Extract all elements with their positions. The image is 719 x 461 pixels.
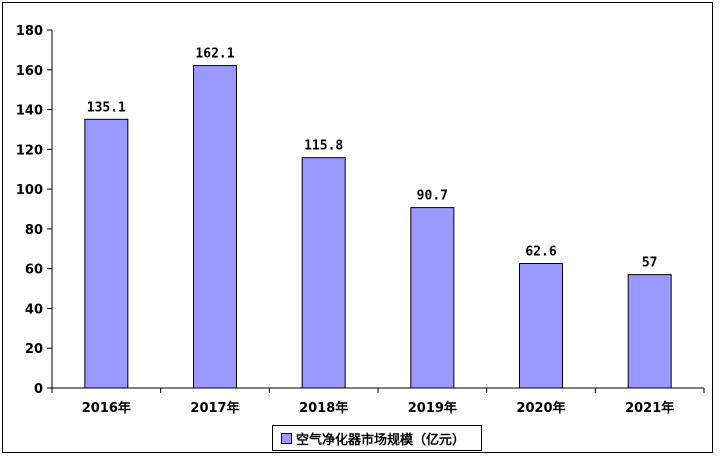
y-tick-label: 80 xyxy=(25,223,43,238)
x-tick-label: 2019年 xyxy=(408,400,457,416)
y-tick-label: 120 xyxy=(16,143,43,158)
legend: 空气净化器市场规模（亿元） xyxy=(272,425,482,451)
data-label: 115.8 xyxy=(304,139,343,154)
bar xyxy=(301,157,346,389)
data-label: 57 xyxy=(642,256,658,271)
y-tick-label: 60 xyxy=(25,263,43,278)
data-label: 62.6 xyxy=(525,244,556,259)
bar xyxy=(410,207,455,389)
bar xyxy=(84,118,129,389)
y-tick-label: 140 xyxy=(16,104,43,119)
y-tick-label: 0 xyxy=(34,382,43,397)
legend-swatch xyxy=(281,432,292,444)
bar xyxy=(627,274,672,389)
x-tick-label: 2016年 xyxy=(82,400,131,416)
y-tick-label: 40 xyxy=(25,302,43,317)
x-tick-label: 2021年 xyxy=(625,400,674,416)
y-tick-label: 160 xyxy=(16,64,43,79)
x-tick-label: 2020年 xyxy=(516,400,565,416)
y-tick-label: 20 xyxy=(25,342,43,357)
y-tick-label: 100 xyxy=(16,183,43,198)
x-tick-label: 2018年 xyxy=(299,400,348,416)
x-tick-label: 2017年 xyxy=(190,400,239,416)
bar xyxy=(519,262,563,389)
y-tick-label: 180 xyxy=(16,24,43,39)
data-label: 90.7 xyxy=(417,189,448,204)
data-label: 162.1 xyxy=(195,47,234,62)
bar xyxy=(193,65,237,389)
legend-label: 空气净化器市场规模（亿元） xyxy=(296,432,466,448)
data-label: 135.1 xyxy=(87,100,126,115)
